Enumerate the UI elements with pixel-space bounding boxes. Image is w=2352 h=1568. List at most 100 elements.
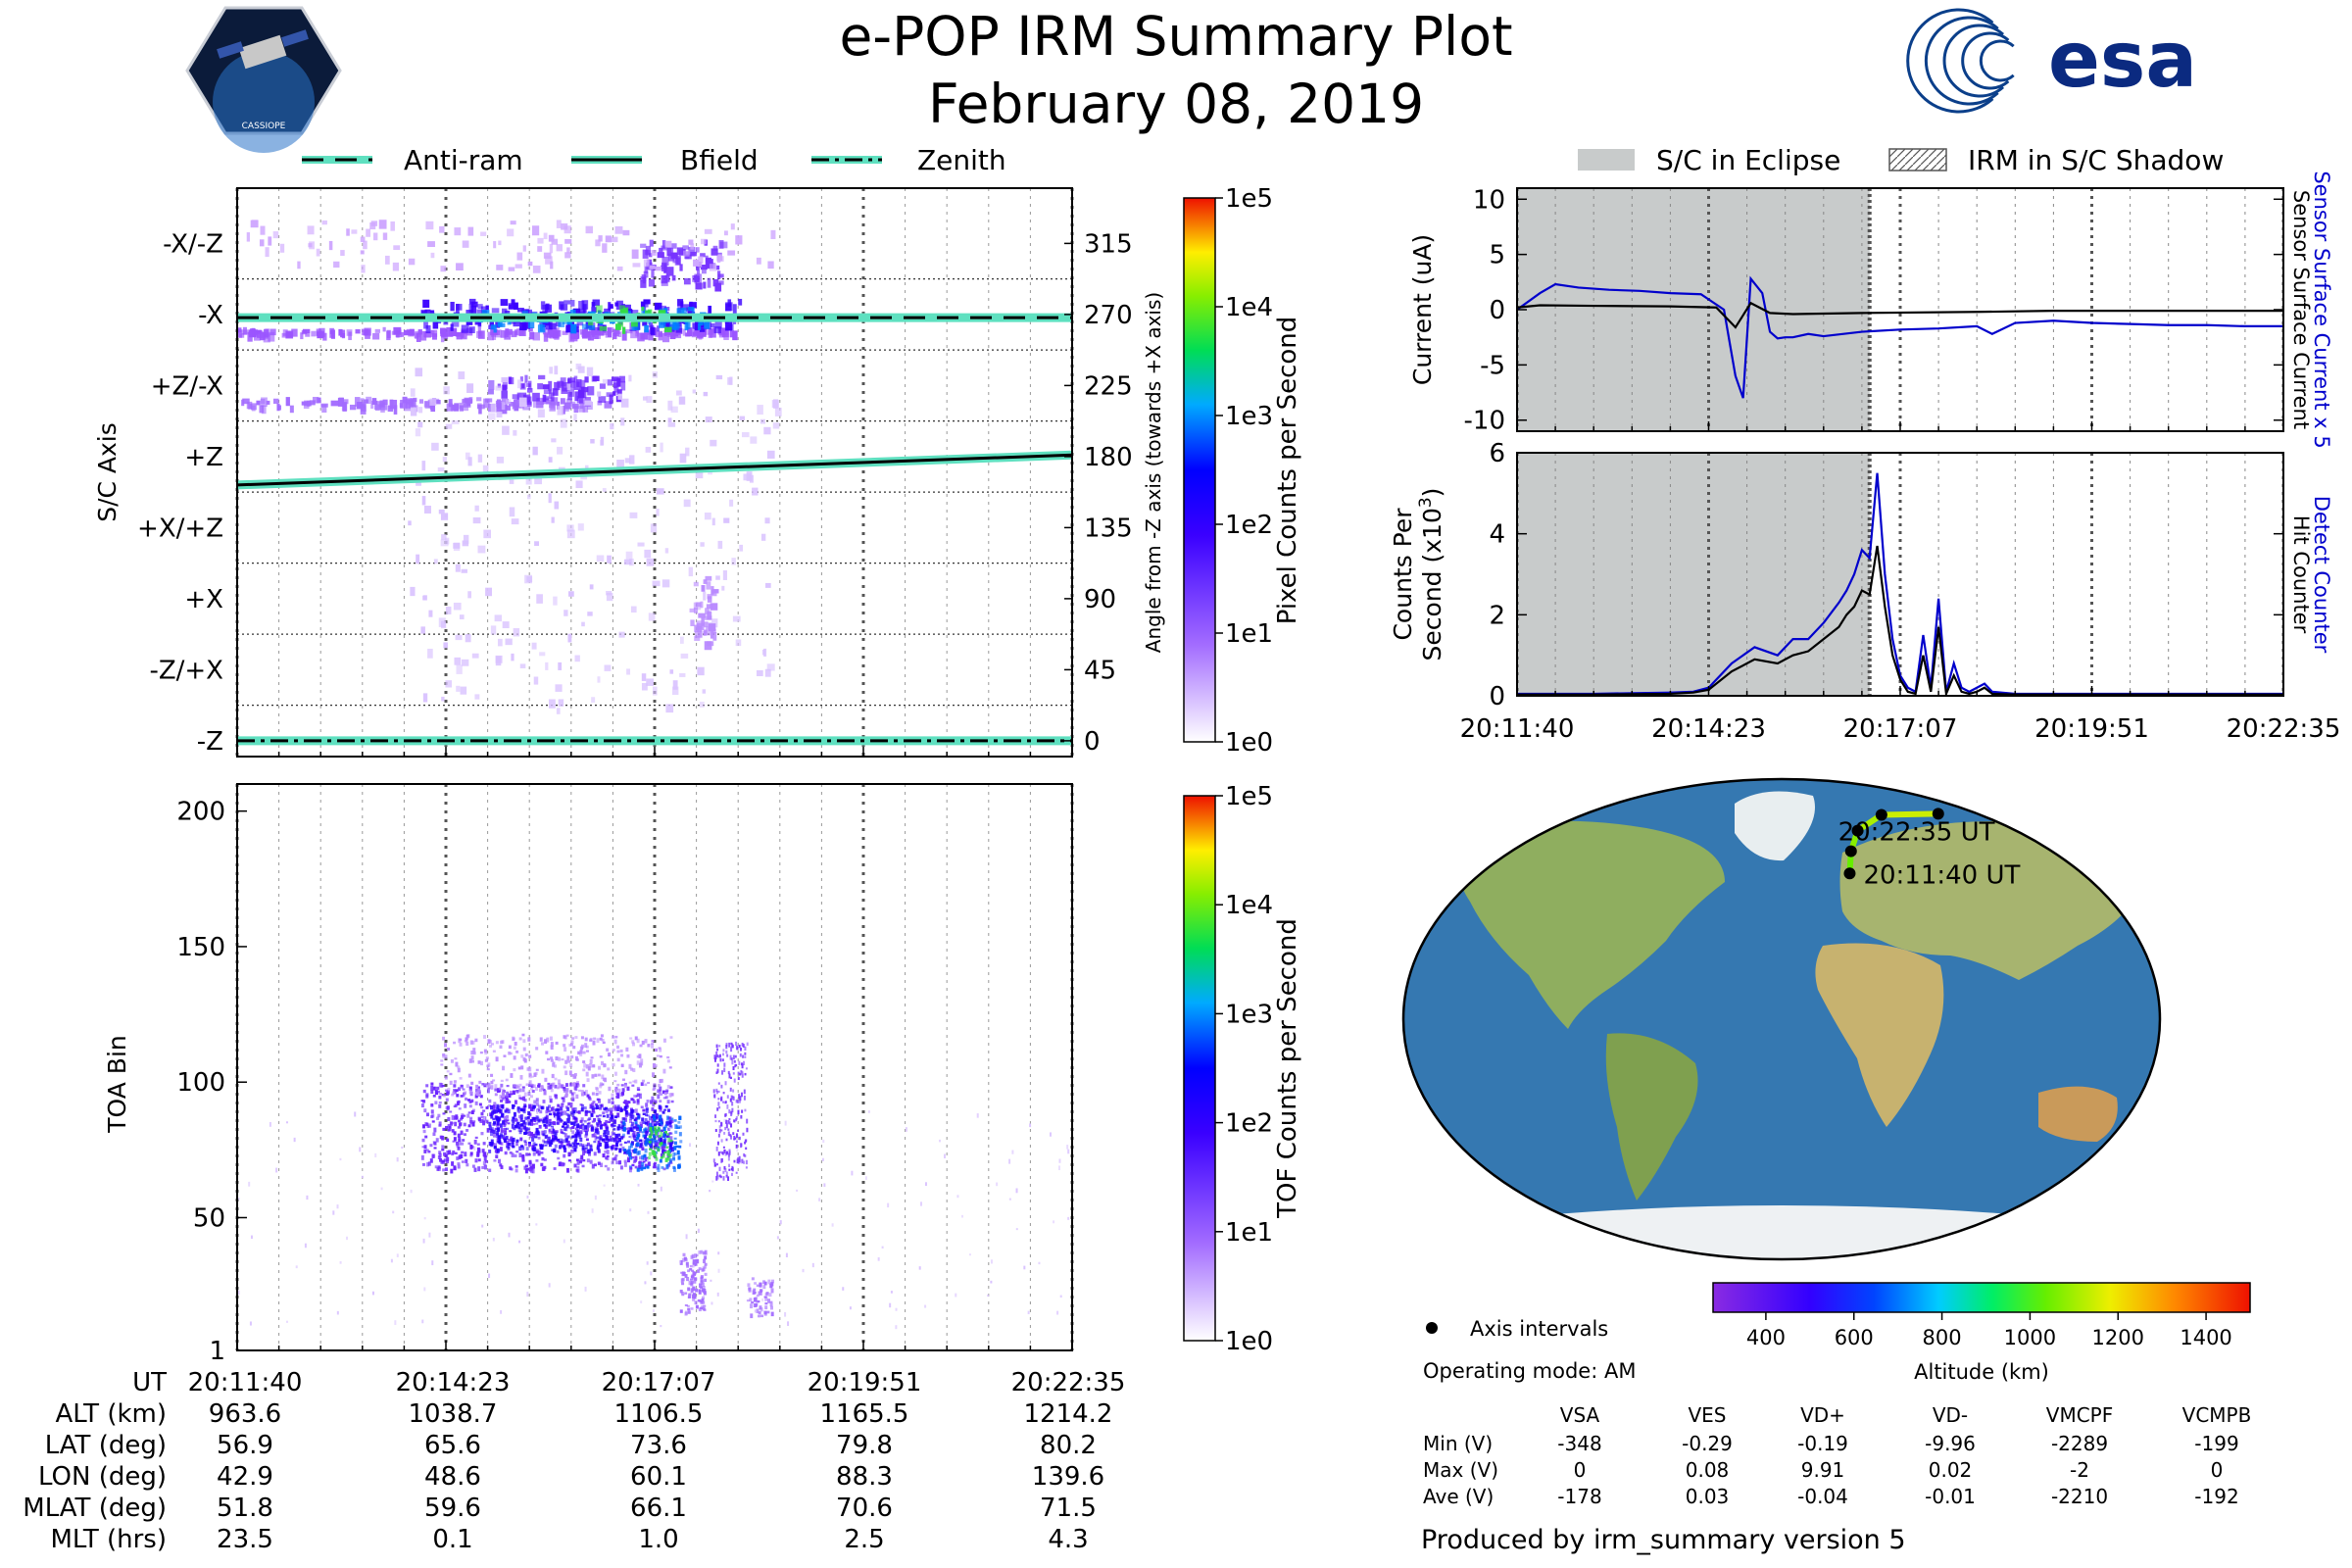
pixel-heat-cell [455, 634, 463, 641]
pixel-heat-cell [618, 331, 622, 337]
tof-heat-cell [479, 1051, 483, 1054]
pixel-heat-cell [360, 405, 367, 415]
tof-heat-cell [698, 1291, 702, 1295]
tof-heat-cell [499, 1163, 503, 1167]
pixel-heat-cell [511, 518, 519, 525]
tof-heat-cell [565, 1088, 569, 1093]
pixel-heat-cell [624, 458, 631, 464]
pixel-heat-cell [490, 625, 497, 635]
pixel-heat-cell [387, 405, 394, 413]
pixel-heat-cell [750, 436, 758, 444]
tof-heat-cell [530, 1132, 534, 1137]
tof-heat-cell [653, 1121, 657, 1125]
tof-heat-cell [730, 1076, 733, 1079]
pixel-heat-cell [700, 253, 706, 258]
tof-heat-cell [457, 1065, 461, 1069]
tof-heat-cell [423, 1108, 427, 1113]
tof-heat-cell [629, 1127, 633, 1132]
pixel-right-tick-label: 315 [1084, 229, 1133, 259]
tof-heat-cell [336, 1310, 339, 1315]
pixel-heat-cell [719, 241, 728, 249]
ephemeris-cell: 20:11:40 [188, 1368, 303, 1397]
tof-heat-cell [698, 1289, 702, 1293]
tof-heat-cell [622, 1119, 626, 1125]
tof-heat-cell [441, 1149, 445, 1152]
tof-heat-cell [457, 1126, 461, 1129]
tof-heat-cell [456, 1094, 460, 1098]
tof-heat-cell [612, 1049, 615, 1053]
ephemeris-cell: 48.6 [424, 1462, 481, 1492]
pixel-heat-cell [555, 329, 562, 337]
tof-heat-cell [474, 1158, 478, 1163]
pixel-heat-cell [305, 332, 311, 337]
pixel-heat-cell [423, 321, 428, 329]
tof-heat-cell [641, 1117, 645, 1122]
tof-heat-cell [659, 1137, 662, 1143]
tof-heat-cell [513, 1055, 516, 1060]
counts-y-tick-label: 2 [1489, 601, 1505, 630]
voltage-row-label: Max (V) [1423, 1458, 1498, 1482]
tof-heat-cell [666, 1108, 670, 1112]
tof-heat-cell [548, 1109, 552, 1113]
pixel-heat-cell [454, 227, 462, 236]
tof-heat-cell [626, 1156, 630, 1160]
pixel-heat-cell [721, 585, 725, 591]
pixel-axis-tick-label: -Z [197, 727, 223, 757]
tof-heat-cell [483, 1035, 487, 1039]
tof-heat-cell [489, 1112, 493, 1117]
tof-heat-cell [524, 1141, 528, 1147]
tof-heat-cell [471, 1059, 475, 1063]
tof-heat-cell [425, 1149, 429, 1152]
tof-heat-cell [651, 1126, 655, 1131]
tof-heat-cell [717, 1268, 720, 1273]
tof-heat-cell [606, 1126, 610, 1131]
pixel-heat-cell [307, 225, 315, 235]
tof-heat-cell [728, 1117, 731, 1121]
tof-heat-cell [541, 1068, 545, 1074]
tof-heat-cell [671, 1155, 675, 1159]
pixel-colorbar-tick-label: 1e2 [1225, 511, 1273, 540]
tof-heat-cell [607, 1167, 611, 1171]
tof-heat-cell [1067, 1149, 1070, 1154]
tof-heat-cell [548, 1104, 552, 1108]
pixel-heat-cell [581, 386, 589, 393]
tof-heat-cell [526, 1067, 530, 1071]
tof-heat-cell [649, 1134, 653, 1140]
pixel-heat-cell [495, 330, 500, 335]
tof-heat-cell [584, 1037, 588, 1042]
pixel-heat-cell [564, 238, 572, 244]
tof-heat-cell [594, 1073, 598, 1077]
tof-heat-cell [529, 1119, 533, 1122]
pixel-heat-cell [581, 323, 588, 329]
tof-heat-cell [503, 1123, 507, 1126]
pixel-heat-cell [710, 603, 718, 611]
pixel-heat-cell [691, 329, 699, 338]
pixel-heat-cell [701, 238, 708, 245]
tof-heat-cell [506, 1114, 510, 1119]
pixel-heat-cell [500, 299, 509, 307]
tof-heat-cell [505, 1095, 509, 1101]
tof-heat-cell [537, 1083, 541, 1088]
pixel-heat-cell [346, 228, 350, 236]
tof-heat-cell [552, 1062, 556, 1067]
tof-heat-cell [700, 1276, 704, 1279]
tof-heat-cell [500, 1142, 504, 1146]
tof-heat-cell [664, 1096, 668, 1100]
tof-heat-cell [640, 1082, 644, 1087]
tof-heat-cell [662, 1146, 666, 1150]
tof-heat-cell [626, 1086, 630, 1091]
tof-heat-cell [571, 1097, 575, 1102]
tof-heat-cell [571, 1037, 575, 1040]
tof-heat-cell [535, 1087, 539, 1091]
legend-zenith: Zenith [917, 144, 1006, 176]
tof-heat-cell [569, 1082, 573, 1087]
pixel-heat-cell [467, 457, 472, 466]
tof-heat-cell [442, 1168, 446, 1172]
tof-heat-cell [565, 1124, 569, 1129]
tof-heat-cell [625, 1102, 629, 1107]
tof-heat-cell [762, 1280, 766, 1285]
pixel-heat-cell [721, 327, 729, 338]
tof-heat-cell [438, 1151, 442, 1155]
tof-heat-cell [732, 1132, 735, 1135]
tof-heat-cell [547, 1057, 551, 1061]
